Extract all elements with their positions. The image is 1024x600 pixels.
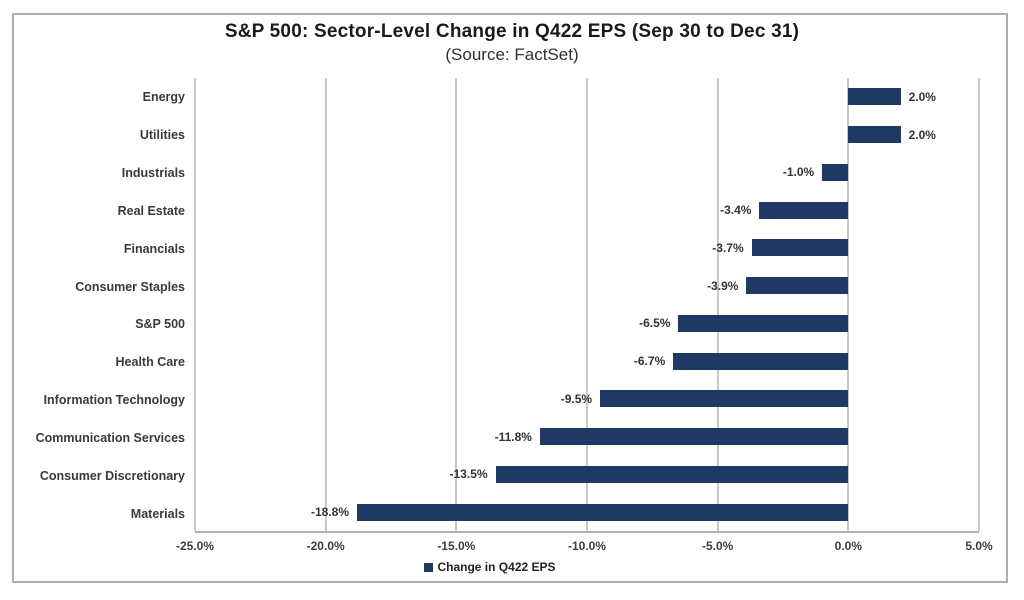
category-axis: Energy Utilities Industrials Real Estate Fin…: [12, 78, 185, 533]
bar: [357, 503, 849, 521]
bar: [495, 465, 849, 483]
bar-row: -13.5%: [195, 456, 979, 494]
chart-title: S&P 500: Sector-Level Change in Q422 EPS…: [224, 21, 800, 42]
bar-row: -6.7%: [195, 342, 979, 380]
bar-row: -6.5%: [195, 305, 979, 343]
x-tick-label: -25.0%: [175, 539, 215, 553]
bar: [751, 239, 849, 257]
bar: [822, 163, 849, 181]
bar-row: -3.4%: [195, 191, 979, 229]
chart-subtitle: (Source: FactSet): [445, 45, 579, 64]
bar: [673, 352, 849, 370]
category-label: Utilities: [139, 127, 185, 142]
bar: [848, 126, 901, 144]
x-tick-label: -15.0%: [437, 539, 476, 553]
category-label: S&P 500: [135, 317, 185, 332]
bar-value-label: -3.9%: [707, 278, 739, 293]
bar-value-label: -18.8%: [311, 505, 350, 520]
gridline: [978, 78, 980, 531]
x-tick-label: -5.0%: [701, 539, 734, 553]
bar-value-label: -9.5%: [560, 391, 593, 406]
category-label: Communication Services: [35, 431, 185, 446]
category-label: Energy: [142, 89, 185, 104]
bar-row: -9.5%: [195, 380, 979, 418]
bar-value-label: -3.7%: [712, 240, 744, 255]
gridline: [847, 78, 850, 531]
bar-row: -3.9%: [195, 267, 979, 305]
bar: [848, 88, 901, 106]
bar: [746, 277, 849, 295]
bar-value-label: -3.4%: [720, 203, 752, 218]
bar-row: -1.0%: [195, 154, 979, 192]
category-label: Consumer Staples: [75, 279, 185, 294]
gridline: [455, 78, 458, 531]
gridline: [324, 78, 327, 531]
bar-value-label: -11.8%: [494, 429, 532, 444]
gridline: [586, 78, 588, 531]
legend-swatch-icon: [424, 562, 434, 572]
bar-row: -11.8%: [195, 418, 979, 456]
bar-row: -3.7%: [195, 229, 979, 267]
x-tick-label: 0.0%: [834, 539, 863, 553]
category-label: Financials: [123, 241, 185, 256]
bar-row: -18.8%: [195, 493, 979, 531]
bar-value-label: 2.0%: [908, 89, 936, 104]
bar-row: 2.0%: [195, 116, 979, 154]
legend-label: Change in Q422 EPS: [437, 560, 556, 574]
bar: [539, 428, 849, 446]
category-label: Real Estate: [117, 203, 185, 218]
legend: Change in Q422 EPS: [0, 560, 1002, 574]
figure-border: [12, 13, 1008, 583]
plot-area: 2.0% 2.0% -1.0% -3.4% -3.7% -3.9% -6.5% -6.7% -9…: [194, 78, 980, 533]
bar-value-label: -6.7%: [633, 354, 666, 369]
x-axis: -25.0% -20.0% -15.0% -10.0% -5.0% 0.0% 5.0%: [176, 539, 993, 555]
x-tick-label: 5.0%: [965, 539, 993, 553]
bar-value-label: -1.0%: [782, 165, 815, 180]
bar-row: 2.0%: [195, 78, 979, 116]
bar-value-label: 2.0%: [908, 127, 936, 142]
category-label: Consumer Discretionary: [39, 469, 185, 484]
bar: [600, 390, 849, 408]
bar-value-label: -6.5%: [639, 316, 671, 331]
category-label: Information Technology: [43, 393, 185, 408]
bar-value-label: -13.5%: [449, 467, 488, 482]
category-label: Industrials: [121, 165, 185, 180]
x-tick-label: -20.0%: [306, 539, 345, 553]
bar: [759, 201, 849, 219]
gridline: [194, 78, 196, 531]
x-tick-label: -10.0%: [567, 539, 607, 553]
gridline: [716, 78, 719, 531]
bar: [678, 314, 849, 332]
category-label: Materials: [130, 507, 185, 522]
category-label: Health Care: [115, 355, 185, 370]
